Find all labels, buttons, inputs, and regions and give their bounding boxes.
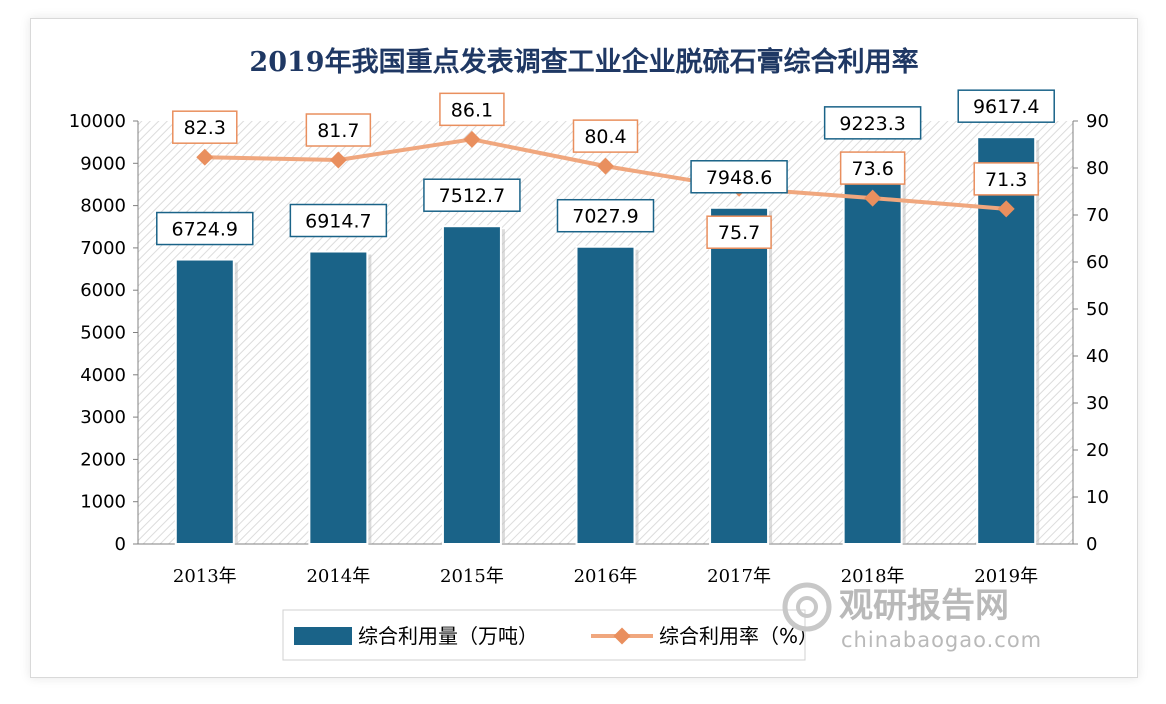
x-tick-label: 2019年 — [974, 566, 1038, 587]
right-tick-label: 90 — [1086, 111, 1109, 132]
bar-value-label-box — [690, 160, 788, 194]
watermark-main-text: 观研报告网 — [839, 586, 1009, 626]
bar — [174, 258, 235, 545]
right-tick-label: 10 — [1086, 487, 1109, 508]
left-tick-label: 4000 — [80, 365, 126, 386]
bar-value-label: 6914.7 — [305, 211, 371, 233]
x-tick-label: 2013年 — [173, 566, 237, 587]
rate-point — [329, 151, 347, 169]
watermark: 观研报告网 chinabaogao.com — [782, 582, 1042, 652]
right-tick-label: 70 — [1086, 205, 1109, 226]
legend-line-label: 综合利用率（%） — [659, 624, 818, 648]
left-tick-label: 0 — [115, 534, 126, 555]
rate-value-label: 81.7 — [317, 120, 359, 142]
rate-value-label: 86.1 — [451, 99, 493, 121]
watermark-sub-text: chinabaogao.com — [841, 628, 1042, 652]
right-tick-label: 30 — [1086, 393, 1109, 414]
legend-bar-swatch — [294, 627, 352, 645]
bar-value-label: 7948.6 — [706, 167, 772, 189]
left-tick-label: 5000 — [80, 323, 126, 344]
right-tick-label: 50 — [1086, 299, 1109, 320]
bar-value-label: 6724.9 — [172, 219, 238, 241]
rate-value-label: 80.4 — [584, 126, 626, 148]
bar — [976, 136, 1037, 545]
right-tick-label: 20 — [1086, 440, 1109, 461]
legend-bar-label: 综合利用量（万吨） — [358, 624, 538, 648]
bar-value-label: 7027.9 — [572, 206, 638, 228]
legend-line-marker — [613, 627, 631, 645]
right-tick-label: 80 — [1086, 158, 1109, 179]
rate-value-label-box — [572, 119, 639, 153]
left-tick-label: 3000 — [80, 407, 126, 428]
bar — [441, 225, 502, 545]
rate-value-label-box — [439, 92, 505, 127]
rate-value-label: 73.6 — [851, 158, 893, 180]
bar-value-label-box — [423, 178, 521, 212]
bar-value-label-box — [289, 203, 388, 238]
bar — [575, 245, 636, 546]
left-tick-label: 1000 — [80, 492, 126, 513]
legend-box — [282, 609, 806, 661]
chart-frame: 2019年我国重点发表调查工业企业脱硫石膏综合利用率 0 1000 2000 3000… — [30, 18, 1138, 678]
left-tick-label: 7000 — [80, 238, 126, 259]
rate-point — [864, 189, 882, 207]
bar-value-label-box — [823, 106, 922, 140]
x-tick-label: 2017年 — [707, 566, 771, 587]
rate-point — [597, 157, 614, 175]
right-tick-label: 60 — [1086, 252, 1109, 273]
bar-value-label-box — [556, 198, 655, 233]
x-tick-label: 2016年 — [574, 566, 638, 587]
bar-value-label-box — [156, 211, 254, 246]
x-tick-label: 2014年 — [306, 566, 370, 587]
bar — [842, 152, 903, 546]
bar-value-label: 9617.4 — [973, 96, 1039, 118]
rate-point — [997, 200, 1015, 218]
x-tick-label: 2015年 — [440, 566, 504, 587]
bar-value-label-box — [957, 89, 1055, 123]
right-tick-label: 0 — [1086, 534, 1097, 555]
left-tick-label: 9000 — [80, 153, 126, 174]
bar — [709, 206, 770, 545]
watermark-logo-icon — [782, 582, 832, 632]
x-tick-label: 2018年 — [841, 566, 905, 587]
rate-point — [196, 148, 214, 166]
rate-value-label-box — [172, 110, 238, 144]
rate-value-label-box — [706, 215, 772, 249]
rate-value-label: 71.3 — [985, 169, 1027, 191]
chart-svg: 2019年我国重点发表调查工业企业脱硫石膏综合利用率 0 1000 2000 3000… — [69, 46, 1109, 661]
legend: 综合利用量（万吨） 综合利用率（%） — [282, 609, 818, 661]
rate-value-label-box — [973, 162, 1039, 196]
chart-title: 2019年我国重点发表调查工业企业脱硫石膏综合利用率 — [249, 46, 918, 78]
left-tick-label: 2000 — [80, 449, 126, 470]
rate-value-label-box — [839, 151, 906, 185]
bar-value-label: 7512.7 — [439, 185, 505, 207]
rate-value-label-box — [305, 113, 372, 147]
bar-value-label: 9223.3 — [839, 113, 905, 135]
rate-value-label: 75.7 — [718, 222, 760, 244]
bar — [308, 250, 369, 546]
right-tick-label: 40 — [1086, 346, 1109, 367]
left-tick-label: 8000 — [80, 196, 126, 217]
rate-value-label: 82.3 — [184, 117, 226, 139]
left-tick-label: 6000 — [80, 280, 126, 301]
left-tick-label: 10000 — [69, 111, 126, 132]
